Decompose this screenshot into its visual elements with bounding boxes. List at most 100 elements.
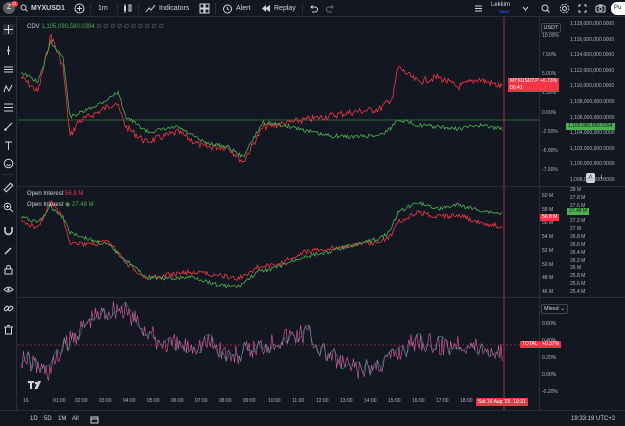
emoji-icon[interactable] xyxy=(3,158,14,169)
chevron-down-icon[interactable] xyxy=(522,5,529,12)
range-button-5d[interactable]: 5D xyxy=(44,416,52,422)
auto-scale-button[interactable]: A xyxy=(586,173,595,183)
cdv-value-tag: 1,105,090,580.0394 xyxy=(566,123,615,130)
user-name[interactable]: Lekkim xyxy=(491,2,511,8)
total-candles-line xyxy=(20,301,501,377)
layout-grid-icon[interactable] xyxy=(199,3,210,14)
oi-right-tick: 26.6 M xyxy=(570,241,586,248)
date-range-icon[interactable] xyxy=(90,415,99,424)
tradingview-logo[interactable] xyxy=(28,380,44,390)
trend-line-icon[interactable] xyxy=(3,45,14,56)
add-symbol-icon[interactable] xyxy=(74,3,85,14)
fib-icon[interactable] xyxy=(3,102,14,113)
oi-right-tick: 25.6 M xyxy=(570,281,586,288)
price-axis-divider xyxy=(539,17,540,410)
range-button-1m[interactable]: 1M xyxy=(58,416,67,422)
replay-icon[interactable] xyxy=(261,3,272,14)
scale-mode-button[interactable]: Mixed ⌄ xyxy=(541,304,568,314)
eye-icon[interactable] xyxy=(3,284,14,295)
time-tick: 07:00 xyxy=(195,398,208,404)
fullscreen-icon[interactable] xyxy=(578,4,587,13)
time-tick: 04:00 xyxy=(123,398,136,404)
interval-button[interactable]: 1m xyxy=(98,5,108,12)
time-tick: 15:00 xyxy=(388,398,401,404)
clock-display[interactable]: 19:33:19 UTC+2 xyxy=(571,416,616,422)
cdv-legend-ghosts: ∅ ∅ ∅ ∅ ∅ ∅ ∅ ∅ ∅ ∅ xyxy=(96,24,164,30)
search-icon[interactable] xyxy=(20,4,28,12)
currency-button[interactable]: USDT xyxy=(541,23,561,33)
cdv-abs-tick: 1,112,000,000.0000 xyxy=(570,67,615,74)
oi-right-tick: 27.8 M xyxy=(570,194,586,201)
time-tick: 03:00 xyxy=(99,398,112,404)
cdv-legend[interactable]: CDV 1,105,090,580.0394 ∅ ∅ ∅ ∅ ∅ ∅ ∅ ∅ ∅… xyxy=(27,23,164,31)
oi-right-tick: 27.2 M xyxy=(570,218,586,225)
redo-icon[interactable] xyxy=(326,4,335,13)
oi-right-tick: 27 M xyxy=(570,226,582,233)
drawing-toolbar xyxy=(0,17,17,410)
time-tick: 10:00 xyxy=(268,398,281,404)
total-tick: -0.20% xyxy=(542,389,558,395)
zoom-in-icon[interactable] xyxy=(3,202,14,213)
undo-icon[interactable] xyxy=(309,4,318,13)
oi-red-line xyxy=(20,200,503,281)
pane-divider[interactable] xyxy=(18,297,625,298)
cursor-time-label: Sat 16 Aug '25 19:31 xyxy=(476,398,528,406)
oi-legend-label: Open Interest xyxy=(27,202,64,208)
chart-canvas[interactable] xyxy=(18,17,540,410)
oi-legend-label: Open Interest xyxy=(27,191,64,197)
eye-icon[interactable]: ◉ xyxy=(65,202,71,208)
pencil-lock-icon[interactable] xyxy=(3,245,14,256)
alert-button[interactable]: Alert xyxy=(236,5,251,12)
symbol-price-tag: MYXUSDT.P +6.73% 00:41 xyxy=(508,78,560,92)
gear-icon[interactable] xyxy=(559,3,570,14)
total-tag-value: +0.37% xyxy=(540,341,562,348)
cdv-abs-tick: 1,116,000,000.0000 xyxy=(570,36,615,43)
brush-icon[interactable] xyxy=(3,121,14,132)
oi-legend-2[interactable]: Open Interest ◉ 27.48 M xyxy=(27,201,94,209)
total-line xyxy=(20,301,503,382)
oi-legend-1[interactable]: Open Interest 56.8 M xyxy=(27,190,83,198)
candles-icon[interactable] xyxy=(122,3,133,14)
total-tick: 0.00% xyxy=(542,372,557,378)
log-scale-button[interactable]: L xyxy=(600,175,605,181)
pane-divider[interactable] xyxy=(18,186,625,187)
trash-icon[interactable] xyxy=(3,324,14,335)
oi-left-tick: 58 M xyxy=(542,206,554,213)
oi-right-tick: 25.8 M xyxy=(570,273,586,280)
total-tick: 0.60% xyxy=(542,321,557,327)
text-icon[interactable] xyxy=(3,140,14,151)
cdv-abs-tick: 1,100,000,000.0000 xyxy=(570,161,615,168)
oi-legend-value: 27.48 M xyxy=(71,202,94,208)
oi-left-tick: 54 M xyxy=(542,234,554,241)
layout-menu-icon[interactable] xyxy=(474,4,483,13)
save-status[interactable]: Save xyxy=(499,9,510,14)
oi-legend-value: 56.8 M xyxy=(65,191,84,197)
alert-clock-icon[interactable] xyxy=(222,3,233,14)
quick-search-icon[interactable] xyxy=(541,4,550,13)
replay-button[interactable]: Replay xyxy=(274,5,296,12)
cdv-abs-tick: 1,104,000,000.0000 xyxy=(570,130,615,137)
magnet-icon[interactable] xyxy=(3,225,14,236)
lock-icon[interactable] xyxy=(3,264,14,275)
publish-button[interactable]: Pu xyxy=(611,2,625,15)
camera-icon[interactable] xyxy=(595,3,606,14)
time-tick: 14:00 xyxy=(364,398,377,404)
indicators-button[interactable]: Indicators xyxy=(159,5,190,12)
cdv-pct-tick: -7.50% xyxy=(542,167,558,173)
oi-left-tick: 48 M xyxy=(542,275,554,282)
cdv-abs-tick: 1,108,000,000.0000 xyxy=(570,99,615,105)
time-tick: 01:00 xyxy=(53,398,66,404)
ruler-icon[interactable] xyxy=(3,182,14,193)
indicators-icon[interactable] xyxy=(145,3,156,14)
cdv-abs-tick: 1,118,000,000.0000 xyxy=(570,21,615,27)
link-icon[interactable] xyxy=(3,303,14,314)
pattern-icon[interactable] xyxy=(3,83,14,94)
oi-right-tick: 26 M xyxy=(570,265,582,272)
time-tick: 17:00 xyxy=(436,398,449,404)
range-button-1d[interactable]: 1D xyxy=(30,416,38,422)
horizontal-lines-icon[interactable] xyxy=(3,64,14,75)
oi-left-tick: 46 M xyxy=(542,289,554,295)
crosshair-icon[interactable] xyxy=(3,24,14,35)
range-button-all[interactable]: All xyxy=(72,416,79,422)
symbol-name[interactable]: MYXUSD1 xyxy=(31,5,65,12)
